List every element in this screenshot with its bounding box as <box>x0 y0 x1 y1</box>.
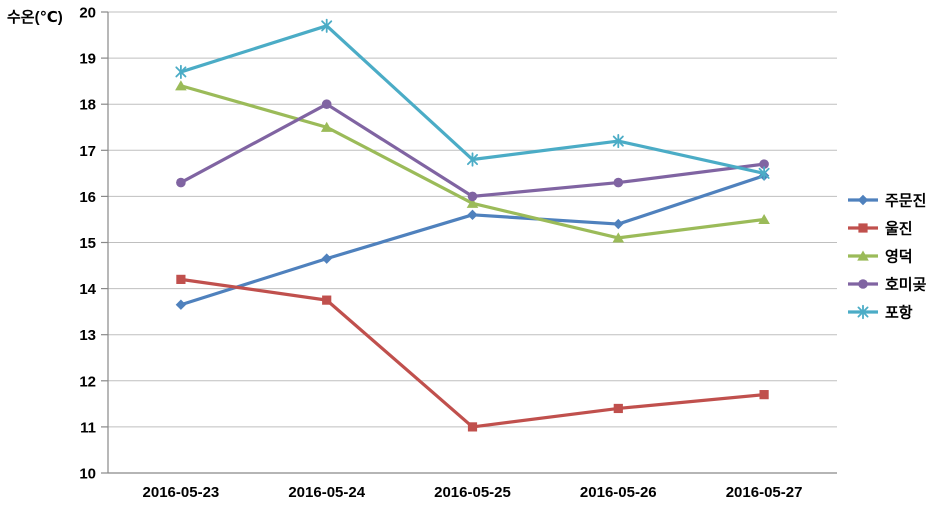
marker-diamond <box>613 218 624 230</box>
marker-circle <box>467 191 478 202</box>
x-tick-label: 2016-05-27 <box>726 484 803 501</box>
y-tick-label: 10 <box>79 466 96 483</box>
marker-circle <box>321 99 332 109</box>
y-tick-label: 12 <box>79 373 96 390</box>
series-markers-pohang <box>175 18 770 181</box>
marker-diamond <box>467 209 478 221</box>
legend-label: 주문진 <box>885 193 926 210</box>
series-markers-jumunjin <box>175 170 770 310</box>
x-tick-label: 2016-05-23 <box>143 484 220 501</box>
marker-diamond <box>175 299 187 310</box>
marker-diamond <box>321 253 332 264</box>
marker-asterisk <box>466 152 479 167</box>
marker-circle <box>176 177 186 188</box>
marker-triangle <box>320 121 333 132</box>
series-markers-homigot <box>176 99 769 202</box>
series-line-uljin <box>179 277 766 429</box>
legend-label: 포항 <box>885 305 913 322</box>
marker-triangle <box>758 213 770 225</box>
marker-asterisk <box>612 133 624 149</box>
marker-square <box>176 274 186 284</box>
series-line-pohang <box>179 24 766 175</box>
marker-asterisk <box>758 166 770 181</box>
y-tick-label: 11 <box>80 419 96 436</box>
y-tick-label: 17 <box>79 143 96 160</box>
series-markers-yeongdeok <box>175 80 770 243</box>
y-tick-label: 20 <box>79 5 96 22</box>
marker-circle <box>613 177 624 188</box>
series-markers-uljin <box>176 274 769 432</box>
marker-circle <box>759 159 769 169</box>
legend-item-jumunjin: 주문진 <box>848 193 926 210</box>
marker-asterisk <box>321 18 333 33</box>
x-tick-label: 2016-05-26 <box>580 484 657 501</box>
y-tick-label: 19 <box>79 51 96 68</box>
marker-square <box>858 223 868 233</box>
marker-square <box>467 422 478 432</box>
marker-asterisk <box>175 64 187 80</box>
marker-triangle <box>466 197 479 208</box>
marker-circle <box>858 279 868 289</box>
marker-square <box>322 295 332 305</box>
marker-square <box>613 403 623 414</box>
y-tick-label: 13 <box>79 327 96 344</box>
legend-item-uljin: 울진 <box>848 221 913 238</box>
marker-asterisk <box>857 304 869 320</box>
y-tick-label: 18 <box>79 97 96 114</box>
marker-triangle <box>175 80 187 91</box>
legend-item-yeongdeok: 영덕 <box>848 248 913 266</box>
marker-triangle <box>857 250 869 261</box>
y-tick-label: 15 <box>79 235 96 252</box>
marker-diamond <box>857 194 869 206</box>
legend-label: 영덕 <box>885 248 913 266</box>
x-tick-label: 2016-05-25 <box>434 484 511 501</box>
marker-triangle <box>612 232 625 243</box>
x-tick-label: 2016-05-24 <box>288 484 365 501</box>
y-tick-label: 16 <box>79 189 96 206</box>
marker-square <box>759 390 769 400</box>
legend-label: 호미곶 <box>885 277 927 294</box>
legend-item-pohang: 포항 <box>848 305 913 322</box>
legend-item-homigot: 호미곶 <box>848 277 927 294</box>
legend-label: 울진 <box>885 221 913 238</box>
y-tick-label: 14 <box>79 281 96 298</box>
y-axis-title: 수온(℃) <box>7 9 63 26</box>
